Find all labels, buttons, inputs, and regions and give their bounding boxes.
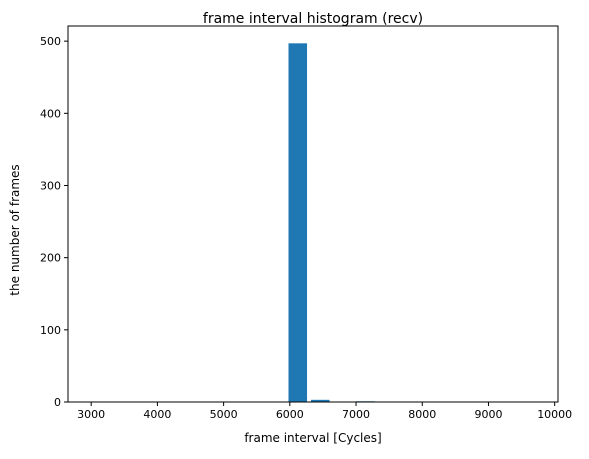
x-tick-label: 8000: [408, 408, 436, 421]
bars-group: [288, 43, 375, 402]
x-tick-label: 7000: [342, 408, 370, 421]
histogram-bar-1: [311, 399, 330, 402]
ticks-group: 3000 4000 5000 6000 7000 8000 9000 10000 0 100 200…: [40, 35, 572, 421]
y-axis-label: the number of frames: [8, 164, 22, 295]
x-tick-label: 5000: [210, 408, 238, 421]
plot-frame: [67, 25, 559, 403]
y-tick-label: 200: [40, 252, 61, 265]
y-tick-label: 0: [54, 396, 61, 409]
x-axis-label: frame interval [Cycles]: [244, 431, 381, 445]
chart-title: frame interval histogram (recv): [203, 11, 423, 27]
y-tick-label: 300: [40, 179, 61, 192]
x-tick-label: 4000: [143, 408, 171, 421]
x-tick-label: 6000: [276, 408, 304, 421]
y-tick-label: 100: [40, 324, 61, 337]
x-tick-label: 9000: [474, 408, 502, 421]
y-tick-label: 500: [40, 35, 61, 48]
histogram-bar-0: [288, 43, 308, 402]
y-tick-label: 400: [40, 107, 61, 120]
x-tick-label: 10000: [537, 408, 572, 421]
x-tick-label: 3000: [77, 408, 105, 421]
